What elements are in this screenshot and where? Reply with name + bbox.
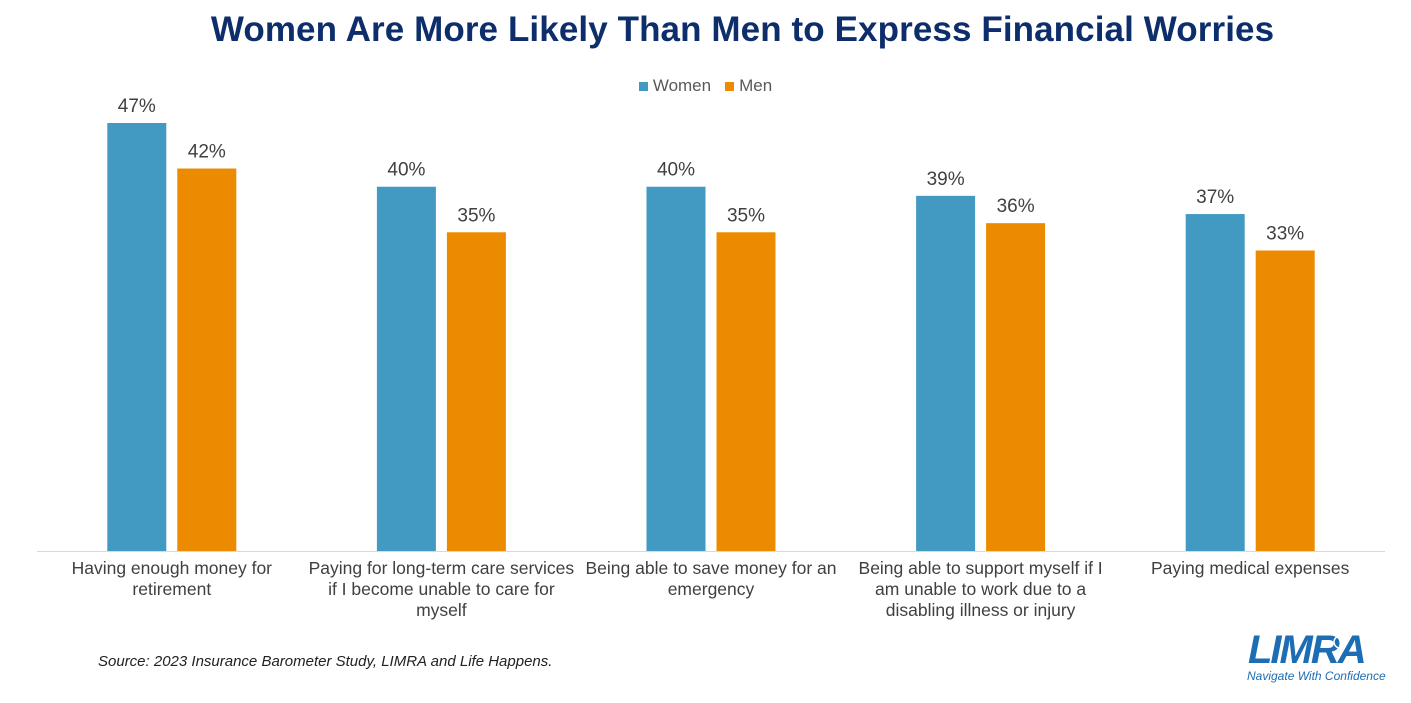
- bar-chart: 47% 42% 40% 35% 40% 35% 39% 36% 37% 33%: [37, 96, 1385, 552]
- data-label-men-4: 36%: [997, 196, 1035, 217]
- bar-men-2: [446, 232, 506, 551]
- bar-men-4: [986, 223, 1046, 551]
- logo-wordmark: LIMRA: [1248, 628, 1365, 672]
- legend-swatch-women: [638, 81, 648, 91]
- bar-women-4: [916, 195, 976, 551]
- category-label-long-term-care: Paying for long-term care services if I …: [308, 558, 575, 620]
- data-label-women-3: 40%: [657, 160, 695, 181]
- limra-logo: LIMRA Navigate With Confidence: [1247, 628, 1386, 683]
- bar-men-1: [177, 168, 237, 551]
- bar-women-1: [107, 123, 167, 551]
- bar-men-5: [1255, 250, 1315, 551]
- source-note: Source: 2023 Insurance Barometer Study, …: [98, 653, 553, 670]
- data-label-women-1: 47%: [118, 96, 156, 117]
- chart-title: Women Are More Likely Than Men to Expres…: [210, 10, 1275, 49]
- category-label-retirement: Having enough money for retirement: [71, 558, 272, 599]
- data-label-men-3: 35%: [727, 205, 765, 226]
- bar-men-3: [716, 232, 776, 551]
- bar-women-5: [1185, 214, 1245, 551]
- category-label-emergency-savings: Being able to save money for an emergenc…: [585, 558, 837, 599]
- category-label-disability-income: Being able to support myself if I am una…: [858, 558, 1103, 620]
- logo-tagline: Navigate With Confidence: [1247, 669, 1386, 683]
- legend-swatch-men: [725, 81, 735, 91]
- legend: Women Men: [0, 76, 1411, 96]
- bar-women-2: [376, 186, 436, 551]
- bar-women-3: [646, 186, 706, 551]
- data-label-men-2: 35%: [457, 205, 495, 226]
- category-label-medical-expenses: Paying medical expenses: [1150, 558, 1350, 578]
- data-label-men-1: 42%: [188, 142, 226, 163]
- legend-item-women: Women: [638, 76, 712, 96]
- logo-globe-icon: [1333, 635, 1347, 649]
- data-label-women-4: 39%: [927, 169, 965, 190]
- legend-item-men: Men: [725, 76, 772, 96]
- legend-label-women: Women: [652, 76, 712, 95]
- data-label-women-5: 37%: [1196, 187, 1234, 208]
- legend-label-men: Men: [739, 76, 773, 95]
- data-label-men-5: 33%: [1266, 223, 1304, 244]
- data-label-women-2: 40%: [387, 160, 425, 181]
